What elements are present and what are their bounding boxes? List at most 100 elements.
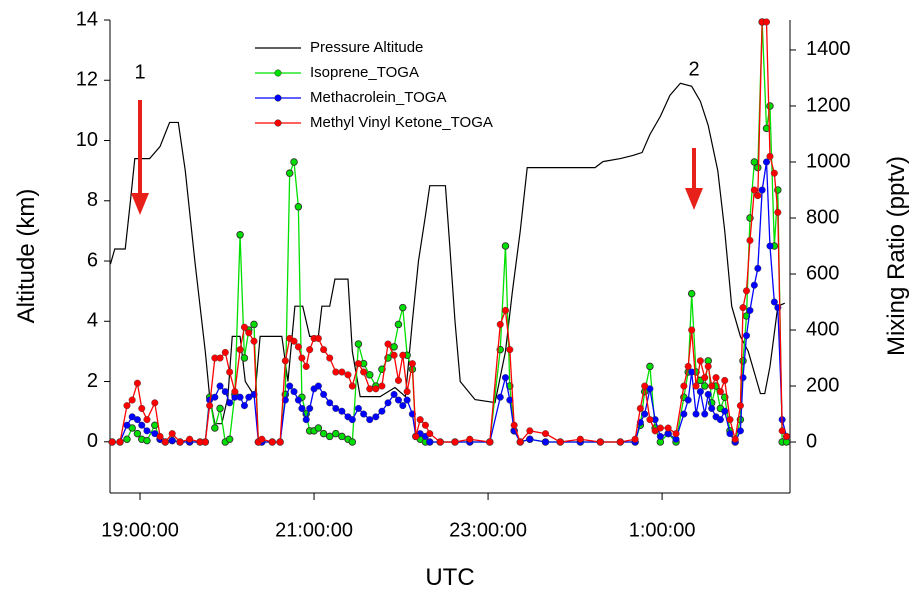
data-point — [276, 438, 284, 446]
y2-tick-label: 200 — [806, 374, 839, 396]
data-point — [216, 354, 224, 362]
data-point — [306, 346, 314, 354]
data-point — [226, 399, 234, 407]
data-point — [250, 320, 258, 329]
data-point — [750, 186, 758, 194]
series-line — [109, 82, 786, 425]
data-point — [496, 320, 504, 328]
data-point — [348, 438, 357, 446]
data-point — [664, 424, 672, 432]
data-point — [133, 416, 141, 424]
data-point — [168, 430, 176, 438]
y2-tick-label: 400 — [806, 318, 839, 340]
data-point — [451, 438, 459, 446]
data-point — [742, 287, 750, 295]
data-point — [123, 435, 131, 443]
y2-tick-label: 800 — [806, 206, 839, 228]
data-point — [426, 430, 434, 438]
y-tick-label: 12 — [76, 69, 98, 91]
data-point — [206, 402, 214, 410]
data-point — [708, 404, 716, 412]
data-point — [143, 416, 151, 424]
data-point — [294, 203, 303, 211]
data-point — [421, 421, 429, 429]
data-point — [770, 298, 778, 306]
data-point — [216, 404, 224, 413]
data-point — [314, 334, 322, 342]
y2-tick-label: 600 — [806, 262, 839, 284]
data-point — [766, 102, 774, 110]
legend-marker — [274, 69, 282, 77]
data-point — [372, 385, 380, 393]
data-point — [245, 329, 253, 337]
y-tick-label: 4 — [87, 310, 98, 332]
data-point — [416, 416, 424, 424]
data-point — [754, 192, 762, 200]
y2-tick-label: 0 — [806, 430, 817, 452]
data-point — [294, 396, 302, 404]
data-point — [236, 393, 244, 401]
data-point — [399, 303, 407, 312]
data-point — [716, 388, 724, 396]
x-tick-label: 19:00:00 — [101, 519, 179, 541]
data-point — [394, 376, 402, 384]
data-point — [390, 390, 398, 398]
data-point — [143, 436, 151, 445]
data-point — [338, 407, 346, 415]
data-point — [701, 374, 709, 382]
data-point — [225, 435, 234, 443]
data-point — [302, 416, 310, 424]
data-point — [646, 416, 654, 424]
y-tick-label: 2 — [87, 370, 98, 392]
data-point — [783, 432, 791, 440]
data-point — [412, 432, 420, 440]
y-tick-label: 14 — [76, 8, 98, 30]
data-point — [151, 421, 159, 429]
data-point — [656, 432, 664, 440]
data-point — [708, 382, 716, 390]
data-point — [739, 357, 747, 365]
data-point — [285, 169, 294, 177]
data-point — [770, 169, 778, 177]
data-point — [348, 382, 356, 390]
data-point — [486, 438, 494, 446]
data-point — [684, 362, 692, 370]
legend-label: Isoprene_TOGA — [310, 64, 419, 81]
data-point — [680, 382, 688, 390]
data-point — [326, 399, 334, 407]
x-tick-label: 21:00:00 — [275, 519, 353, 541]
arrow-head — [131, 193, 149, 215]
data-point — [384, 340, 392, 348]
data-point — [466, 435, 474, 443]
data-point — [758, 186, 766, 194]
data-point — [712, 374, 720, 382]
data-point — [736, 402, 744, 410]
data-point — [294, 343, 302, 351]
data-point — [750, 158, 759, 166]
data-point — [240, 354, 249, 362]
data-point — [354, 404, 362, 412]
data-point — [726, 430, 734, 438]
y2-tick-label: 1200 — [806, 94, 851, 116]
data-point — [641, 382, 649, 390]
data-point — [344, 371, 352, 379]
data-point — [366, 416, 374, 424]
legend-label: Pressure Altitude — [310, 39, 423, 56]
data-point — [290, 388, 298, 396]
data-point — [320, 346, 328, 354]
data-point — [231, 388, 239, 396]
data-point — [541, 430, 549, 438]
data-point — [156, 432, 164, 440]
data-point — [168, 437, 176, 445]
data-point — [161, 438, 169, 446]
data-point — [332, 404, 340, 412]
data-point — [726, 416, 734, 424]
data-point — [778, 427, 786, 435]
data-point — [636, 404, 644, 412]
data-point — [746, 306, 754, 314]
data-point — [631, 435, 639, 443]
data-point — [766, 242, 774, 250]
legend-label: Methacrolein_TOGA — [310, 89, 446, 106]
data-point — [320, 390, 328, 398]
data-point — [226, 368, 234, 376]
